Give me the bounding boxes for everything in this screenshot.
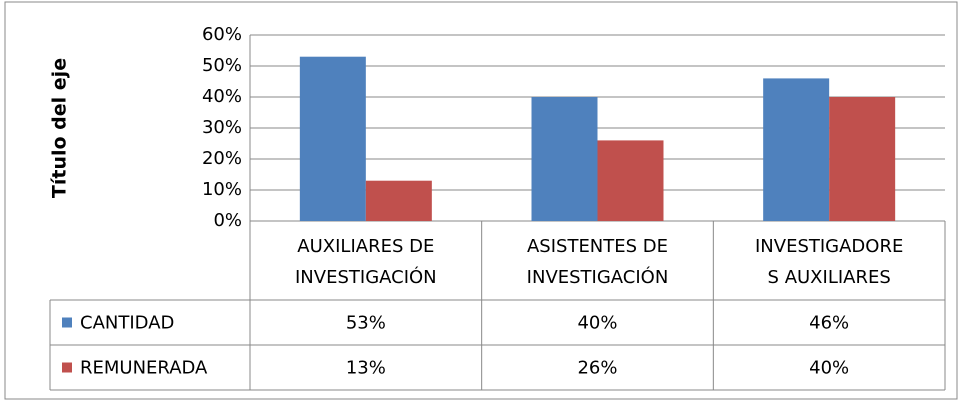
x-tick-label: INVESTIGADORE xyxy=(755,236,903,257)
x-tick-label: S AUXILIARES xyxy=(768,267,891,288)
y-tick-label: 0% xyxy=(213,210,242,231)
y-tick-label: 30% xyxy=(202,117,242,138)
bar xyxy=(365,180,432,221)
y-tick-label: 20% xyxy=(202,148,242,169)
x-tick-label: INVESTIGACIÓN xyxy=(295,266,437,288)
table-value: 40% xyxy=(809,358,849,379)
bar xyxy=(763,78,830,222)
bar xyxy=(829,97,896,221)
x-tick-label: ASISTENTES DE xyxy=(527,236,668,257)
bar xyxy=(597,140,664,221)
legend-key xyxy=(62,362,72,373)
table-value: 40% xyxy=(577,313,617,334)
table-value: 46% xyxy=(809,313,849,334)
bar xyxy=(531,97,598,221)
x-tick-label: INVESTIGACIÓN xyxy=(527,266,669,288)
y-tick-label: 10% xyxy=(202,179,242,200)
table-value: 13% xyxy=(346,358,386,379)
table-value: 26% xyxy=(577,358,617,379)
y-axis-title: Título del eje xyxy=(49,58,71,198)
legend-label: CANTIDAD xyxy=(80,313,174,334)
y-tick-label: 40% xyxy=(202,86,242,107)
y-tick-label: 50% xyxy=(202,55,242,76)
x-tick-label: AUXILIARES DE xyxy=(297,236,434,257)
y-tick-label: 60% xyxy=(202,24,242,45)
legend-label: REMUNERADA xyxy=(80,358,208,379)
legend-key xyxy=(62,317,72,328)
table-value: 53% xyxy=(346,313,386,334)
bar xyxy=(299,56,366,222)
